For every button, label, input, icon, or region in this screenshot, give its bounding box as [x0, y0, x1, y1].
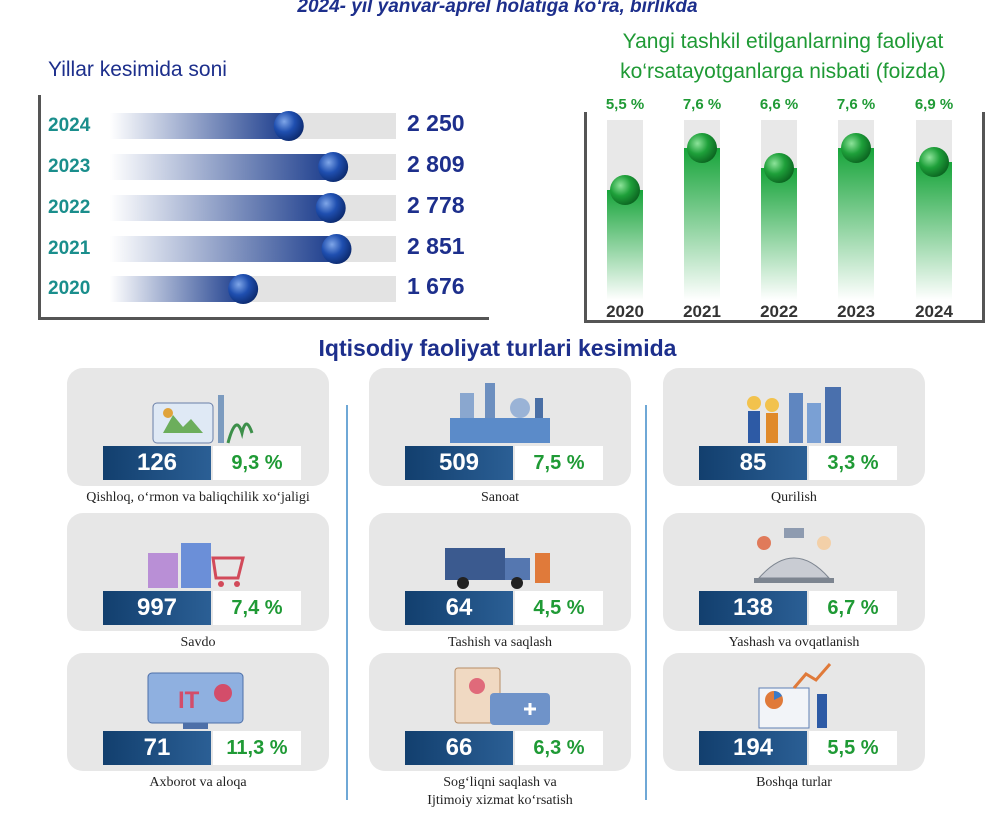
bar-2023: [110, 154, 334, 180]
bar-marker-2020: [228, 274, 259, 304]
column-value-2021: 7,6 %: [682, 96, 722, 113]
bar-2021: [110, 236, 337, 262]
truck-icon: [445, 548, 550, 589]
sector-percent: 4,5 %: [515, 591, 603, 625]
health-icon: [454, 667, 550, 725]
section-title: Iqtisodiy faoliyat turlari kesimida: [318, 335, 677, 361]
column-2023: [838, 148, 874, 300]
column-year-2020: 2020: [606, 302, 644, 321]
column-value-2024: 6,9 %: [914, 96, 954, 113]
left-chart-svg: [110, 111, 396, 304]
sector-percent: 7,4 %: [213, 591, 301, 625]
sector-label: Axborot va aloqa: [149, 775, 247, 790]
year-label-2020: 2020: [48, 278, 91, 299]
value-label-2022: 2 778: [407, 192, 465, 218]
column-2021: [684, 148, 720, 300]
right-chart-title-line1: Yangi tashkil etilganlarning faoliyat: [622, 30, 944, 53]
year-label-2021: 2021: [48, 238, 91, 259]
column-2024: [916, 162, 952, 300]
sector-percent: 3,3 %: [809, 446, 897, 480]
sector-count: 126: [103, 446, 211, 480]
sector-label: Qishloq, o‘rmon va baliqchilik xo‘jaligi: [86, 490, 310, 505]
right-chart-title: Yangi tashkil etilganlarning faoliyat ko…: [588, 27, 978, 87]
industry-icon: [450, 383, 550, 443]
left-chart: 2024 2 250 2023 2 809 2022 2 778 2021 2 851 2020…: [0, 0, 995, 330]
bar-marker-2022: [315, 193, 346, 223]
analytics-icon: [758, 663, 832, 729]
sector-count: 64: [405, 591, 513, 625]
svg-text:IT: IT: [178, 687, 200, 714]
column-year-2021: 2021: [683, 302, 721, 321]
year-label-2023: 2023: [48, 156, 91, 177]
right-chart-frame: [584, 112, 985, 323]
year-label-2022: 2022: [48, 197, 91, 218]
left-chart-title: Yillar kesimida soni: [48, 58, 227, 81]
sector-label: Savdo: [180, 635, 216, 650]
sector-count: 509: [405, 446, 513, 480]
page-subtitle: 2024- yil yanvar-aprel holatiga ko‘ra, b…: [297, 0, 698, 17]
column-2020: [607, 190, 643, 300]
value-label-2023: 2 809: [407, 151, 465, 177]
column-marker-2021: [687, 133, 717, 163]
column-divider: [346, 405, 348, 800]
sector-count: 66: [405, 731, 513, 765]
sector-count: 138: [699, 591, 807, 625]
bar-marker-2021: [321, 234, 352, 264]
column-marker-2024: [919, 147, 949, 177]
column-value-2020: 5,5 %: [605, 96, 645, 113]
sector-label: Yashash va ovqatlanish: [728, 635, 860, 650]
bar-2024: [110, 113, 289, 139]
agriculture-icon: [152, 395, 254, 444]
bar-marker-2024: [273, 111, 304, 141]
sector-percent: 7,5 %: [515, 446, 603, 480]
column-2022: [761, 168, 797, 300]
right-chart-svg: [607, 120, 952, 300]
sector-count: 71: [103, 731, 211, 765]
right-chart-title-line2: ko‘rsatayotganlarga nisbati (foizda): [620, 60, 946, 83]
column-year-2024: 2024: [915, 302, 953, 321]
sector-percent: 9,3 %: [213, 446, 301, 480]
food-service-icon: [754, 528, 834, 583]
column-value-2023: 7,6 %: [836, 96, 876, 113]
value-label-2021: 2 851: [407, 233, 465, 259]
column-marker-2022: [764, 153, 794, 183]
sector-percent: 6,3 %: [515, 731, 603, 765]
sector-label: Sanoat: [480, 490, 520, 505]
sector-label: Boshqa turlar: [756, 775, 832, 790]
sector-label: Sog‘liqni saqlash va: [443, 775, 557, 790]
column-year-2022: 2022: [760, 302, 798, 321]
year-label-2024: 2024: [48, 115, 91, 136]
left-chart-frame: [38, 95, 489, 320]
bar-marker-2023: [318, 152, 349, 182]
sector-label: Tashish va saqlash: [447, 635, 552, 650]
bar-2020: [110, 276, 244, 302]
column-value-2022: 6,6 %: [759, 96, 799, 113]
sector-percent: 5,5 %: [809, 731, 897, 765]
sector-count: 194: [699, 731, 807, 765]
sector-label: Qurilish: [771, 490, 817, 505]
column-year-2023: 2023: [837, 302, 875, 321]
sector-count: 85: [699, 446, 807, 480]
column-marker-2023: [841, 133, 871, 163]
right-chart: 5,5 % 2020 7,6 % 2021 6,6 % 2022 7,6 % 2023 6,9 …: [0, 0, 995, 330]
column-divider: [645, 405, 647, 800]
value-label-2020: 1 676: [407, 273, 465, 299]
shopping-icon: [148, 543, 245, 588]
sector-percent: 6,7 %: [809, 591, 897, 625]
it-icon: IT: [147, 672, 244, 729]
bar-2022: [110, 195, 331, 221]
sector-percent: 11,3 %: [213, 731, 301, 765]
sector-label-line2: Ijtimoiy xizmat ko‘rsatish: [427, 793, 573, 808]
construction-icon: [747, 387, 841, 443]
sector-count: 997: [103, 591, 211, 625]
column-marker-2020: [610, 175, 640, 205]
value-label-2024: 2 250: [407, 110, 465, 136]
